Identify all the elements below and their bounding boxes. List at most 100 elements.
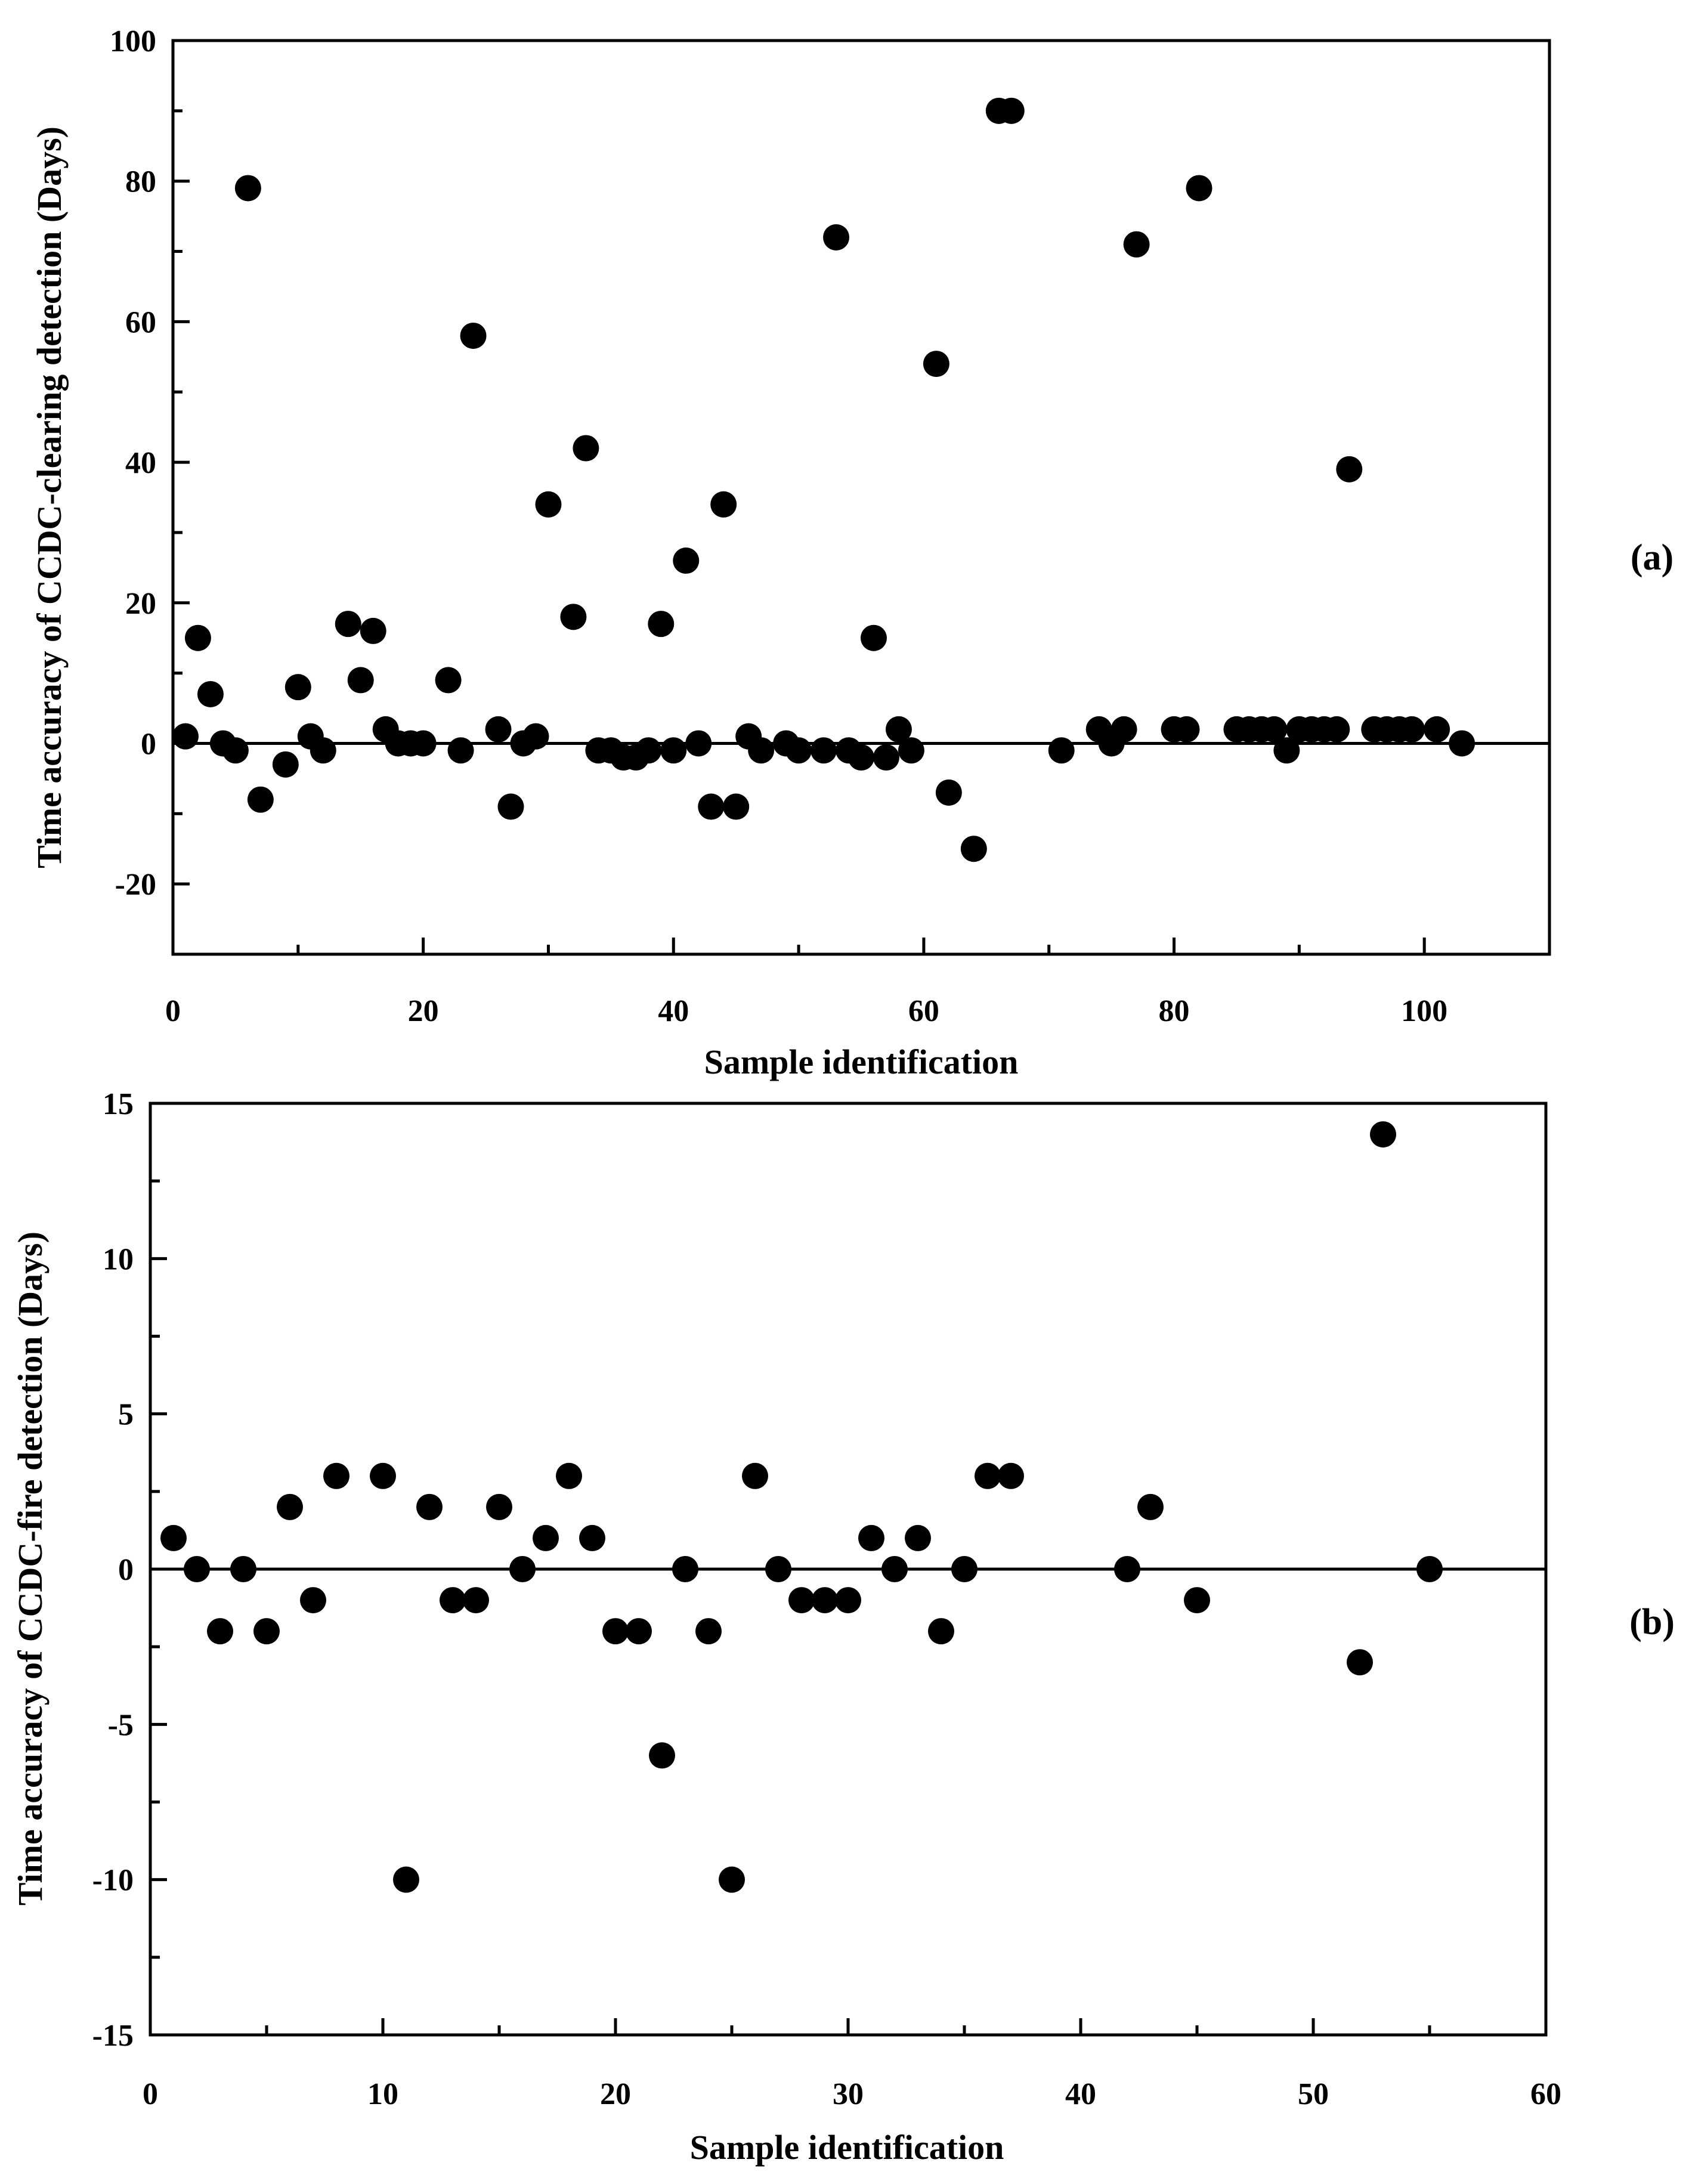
panel-b-data-point bbox=[463, 1587, 489, 1614]
panel-b-data-point bbox=[509, 1556, 536, 1582]
panel-a-data-point bbox=[898, 737, 924, 764]
panel-a-ticks: 0 20 40 60 80 100 -20 0 20 40 60 80 100 bbox=[110, 24, 1551, 1028]
panel-b-data-point bbox=[1416, 1556, 1443, 1582]
panel-a-data-point bbox=[698, 793, 725, 820]
panel-b-x-axis-label: Sample identification bbox=[690, 2128, 1004, 2167]
panel-a-data-point bbox=[435, 667, 462, 694]
panel-a-data-point bbox=[923, 351, 949, 378]
panel-b-data-point bbox=[440, 1587, 466, 1614]
panel-a-data-point bbox=[1399, 716, 1425, 743]
panel-a-data-point bbox=[197, 680, 224, 707]
panel-a-data-point bbox=[1173, 716, 1200, 743]
panel-a-data-point bbox=[1123, 231, 1150, 258]
panel-b-data-point bbox=[160, 1524, 187, 1551]
panel-a-x-tick-label: 60 bbox=[908, 994, 939, 1028]
panel-b-data-point bbox=[788, 1587, 815, 1614]
panel-a-data-point bbox=[1273, 737, 1300, 764]
panel-a-y-tick-label: 80 bbox=[125, 165, 156, 199]
panel-b-chart: 0 10 20 30 40 50 60 -15 -10 -5 0 5 10 15 Sample ident… bbox=[11, 1087, 1675, 2167]
panel-b-data-point bbox=[1370, 1121, 1396, 1148]
panel-a-data-point bbox=[1048, 737, 1075, 764]
panel-b-data-point bbox=[975, 1462, 1001, 1489]
panel-a-data-point bbox=[785, 737, 812, 764]
panel-b-y-axis-label: Time accuracy of CCDC-fire detection (Da… bbox=[11, 1232, 50, 1905]
panel-a-y-tick-label: 20 bbox=[125, 587, 156, 621]
panel-b-data-point bbox=[812, 1587, 838, 1614]
panel-b-y-tick-label: 5 bbox=[118, 1398, 134, 1432]
panel-a-data-point bbox=[460, 322, 487, 349]
panel-a-data-point bbox=[535, 491, 562, 518]
panel-b-data-point bbox=[1137, 1493, 1164, 1520]
panel-a-data-point bbox=[811, 737, 837, 764]
panel-a-plot-frame bbox=[171, 39, 1551, 956]
panel-a-data-point bbox=[848, 744, 874, 771]
panel-a-data-point bbox=[635, 737, 662, 764]
panel-a-x-axis-label: Sample identification bbox=[704, 1042, 1019, 1081]
panel-b-data-point bbox=[602, 1618, 629, 1645]
panel-b-data-point bbox=[835, 1587, 861, 1614]
panel-a-data-point bbox=[560, 604, 587, 630]
panel-a-data-point bbox=[310, 737, 336, 764]
panel-a-y-tick-label: 40 bbox=[125, 446, 156, 480]
panel-a-data-point bbox=[247, 786, 274, 813]
panel-b-x-tick-label: 40 bbox=[1065, 2077, 1096, 2111]
panel-b-data-point bbox=[1184, 1587, 1210, 1614]
panel-a-data-point bbox=[873, 744, 899, 771]
panel-a-data-point bbox=[485, 716, 512, 743]
panel-b-data-point bbox=[1114, 1556, 1140, 1582]
panel-b-data-point bbox=[253, 1618, 280, 1645]
panel-b-y-tick-label: -5 bbox=[108, 1708, 134, 1742]
panel-a-data-point bbox=[860, 624, 887, 651]
panel-a-data-point bbox=[172, 723, 199, 750]
panel-a-data-point bbox=[335, 611, 361, 638]
panel-b-y-tick-label: 0 bbox=[118, 1553, 134, 1587]
panel-b-y-tick-label: -10 bbox=[92, 1864, 134, 1898]
panel-b-y-tick-label: -15 bbox=[92, 2019, 134, 2053]
panel-a-data-point bbox=[522, 723, 549, 750]
panel-b-data-point bbox=[928, 1618, 954, 1645]
panel-b-data-point bbox=[230, 1556, 256, 1582]
panel-a-data-point bbox=[723, 793, 750, 820]
panel-b-data-point bbox=[998, 1462, 1024, 1489]
panel-a-data-point bbox=[222, 737, 249, 764]
panel-a-data-point bbox=[347, 667, 374, 694]
panel-b-data-point bbox=[370, 1462, 396, 1489]
panel-b-x-tick-label: 20 bbox=[600, 2077, 631, 2111]
panel-a-data-point bbox=[184, 624, 211, 651]
panel-a-y-tick-label: -20 bbox=[115, 868, 156, 902]
panel-b-data-point bbox=[323, 1462, 349, 1489]
panel-a-x-tick-label: 100 bbox=[1401, 994, 1447, 1028]
panel-b-data-point bbox=[556, 1462, 582, 1489]
panel-a-x-tick-label: 0 bbox=[165, 994, 181, 1028]
panel-a-data-point bbox=[673, 547, 700, 574]
panel-b-points bbox=[160, 1121, 1443, 1893]
panel-b-x-tick-label: 10 bbox=[367, 2077, 398, 2111]
panel-a-data-point bbox=[497, 793, 524, 820]
panel-b-label: (b) bbox=[1629, 1602, 1675, 1642]
panel-a-y-tick-label: 60 bbox=[125, 305, 156, 339]
panel-a-data-point bbox=[410, 730, 437, 757]
panel-a-data-point bbox=[573, 435, 599, 462]
panel-b-y-tick-label: 15 bbox=[103, 1087, 134, 1121]
panel-b-data-point bbox=[649, 1742, 675, 1769]
panel-a-y-tick-label: 100 bbox=[110, 24, 156, 58]
panel-b-x-tick-label: 60 bbox=[1530, 2077, 1561, 2111]
panel-b-data-point bbox=[951, 1556, 978, 1582]
panel-a-x-tick-label: 80 bbox=[1159, 994, 1190, 1028]
panel-b-data-point bbox=[905, 1524, 931, 1551]
panel-a-data-point bbox=[1323, 716, 1350, 743]
panel-b-data-point bbox=[207, 1618, 233, 1645]
panel-a-data-point bbox=[234, 175, 261, 202]
panel-a-data-point bbox=[885, 716, 912, 743]
panel-a-data-point bbox=[1186, 175, 1212, 202]
panel-a-data-point bbox=[360, 617, 386, 644]
panel-b-y-tick-label: 10 bbox=[103, 1242, 134, 1276]
panel-b-data-point bbox=[486, 1493, 512, 1520]
panel-a-y-tick-label: 0 bbox=[141, 727, 156, 761]
panel-a-data-point bbox=[748, 737, 775, 764]
panel-b-data-point bbox=[672, 1556, 698, 1582]
panel-a-y-axis-label: Time accuracy of CCDC-clearing detection… bbox=[30, 126, 69, 868]
panel-a-data-point bbox=[1449, 730, 1476, 757]
panel-a-label: (a) bbox=[1631, 537, 1674, 578]
panel-b-data-point bbox=[416, 1493, 443, 1520]
